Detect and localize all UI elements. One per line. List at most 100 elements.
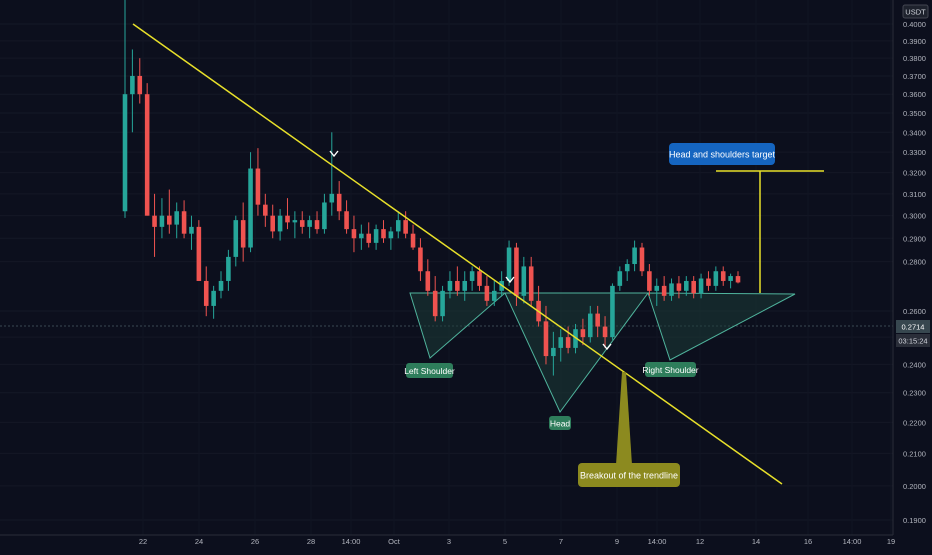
candle [395,211,401,239]
x-tick-label: 26 [251,537,259,546]
candle-body [174,211,179,225]
candle-body [691,280,696,294]
candle-body [706,278,711,286]
candle-body [484,285,490,301]
candle-body [491,290,497,301]
candle-body [299,220,305,227]
candle [196,220,202,281]
candle [285,198,290,230]
candle [691,276,696,299]
candle [462,271,468,301]
candle [661,276,667,301]
candle-body [314,220,320,230]
candle [329,132,335,216]
price-axis[interactable]: 0.4000 0.3900 0.3800 0.3700 0.3600 0.3500 0.34… [903,20,926,525]
candle-body [410,233,416,248]
candle-body [351,229,357,239]
candle-body [167,215,172,225]
candle [543,305,549,365]
candle [137,58,143,104]
candle [639,242,645,277]
candle [122,0,128,218]
candle [226,249,231,291]
y-tick-label: 0.3400 [903,128,926,137]
candle-body [322,202,327,230]
candle [506,240,512,286]
candle-body [684,280,689,291]
x-tick-label: 14:00 [342,537,361,546]
y-tick-label: 0.3800 [903,54,926,63]
breakout-text: Breakout of the trendline [580,471,678,481]
candle [174,202,179,239]
right-shoulder-label: Right Shoulder [642,362,699,377]
candle-body [226,256,231,281]
candle-body [336,193,342,212]
candle-body [447,280,453,291]
candle [248,152,253,253]
candle [359,224,364,250]
candle-body [514,247,519,296]
x-tick-label: 12 [696,537,704,546]
candle-body [263,204,268,216]
candle [203,266,209,317]
candle [322,193,327,234]
candle-body [196,226,202,281]
candle-body [248,168,253,248]
candle-body [477,271,482,286]
candle [233,215,239,267]
y-tick-label: 0.2200 [903,418,926,427]
right-shoulder-text: Right Shoulder [642,365,698,375]
candle-body [698,278,704,294]
candle [647,264,652,296]
candle-body [610,285,615,338]
candle-body [292,220,298,223]
candle-body [521,266,527,296]
candle-body [713,271,719,286]
candle [189,215,194,250]
y-tick-label: 0.3600 [903,90,926,99]
candle [314,211,320,234]
candle [447,271,453,299]
candle-body [462,280,468,291]
time-axis[interactable]: 22 24 26 28 14:00 Oct 3 5 7 9 14:00 12 14 16 14:00 19 [139,537,895,546]
candle-body [728,276,733,281]
candle-body [647,271,652,291]
candle [270,204,276,239]
candle [528,256,534,306]
candle [469,266,475,291]
candle-body [528,266,534,301]
x-tick-label: 24 [195,537,203,546]
candle [617,266,623,291]
candle-body [661,285,667,296]
candle-body [624,264,630,272]
candle-body [373,229,379,243]
candle [211,285,216,319]
candle [676,276,682,299]
x-tick-label: 22 [139,537,147,546]
candle [491,280,497,306]
currency-badge[interactable]: USDT [902,4,929,19]
candle-body [344,211,349,230]
candle-body [277,215,283,232]
candle-body [418,247,423,272]
candle-body [632,247,637,265]
x-tick-label: 16 [804,537,812,546]
y-tick-label: 0.3300 [903,148,926,157]
candle [432,276,438,322]
left-shoulder-text: Left Shoulder [404,366,455,376]
candle-body [440,290,445,317]
x-tick-label: 9 [615,537,619,546]
candle [735,271,741,284]
candle-body [735,276,741,283]
y-tick-label: 0.3700 [903,72,926,81]
candle-body [181,211,187,234]
right-shoulder-triangle [647,292,796,361]
y-tick-label: 0.1900 [903,516,926,525]
candle [403,211,408,239]
chevron-down-icon [602,343,612,351]
x-tick-label: 7 [559,537,563,546]
candles [122,0,741,376]
current-price-text: 0.2714 [902,323,925,332]
